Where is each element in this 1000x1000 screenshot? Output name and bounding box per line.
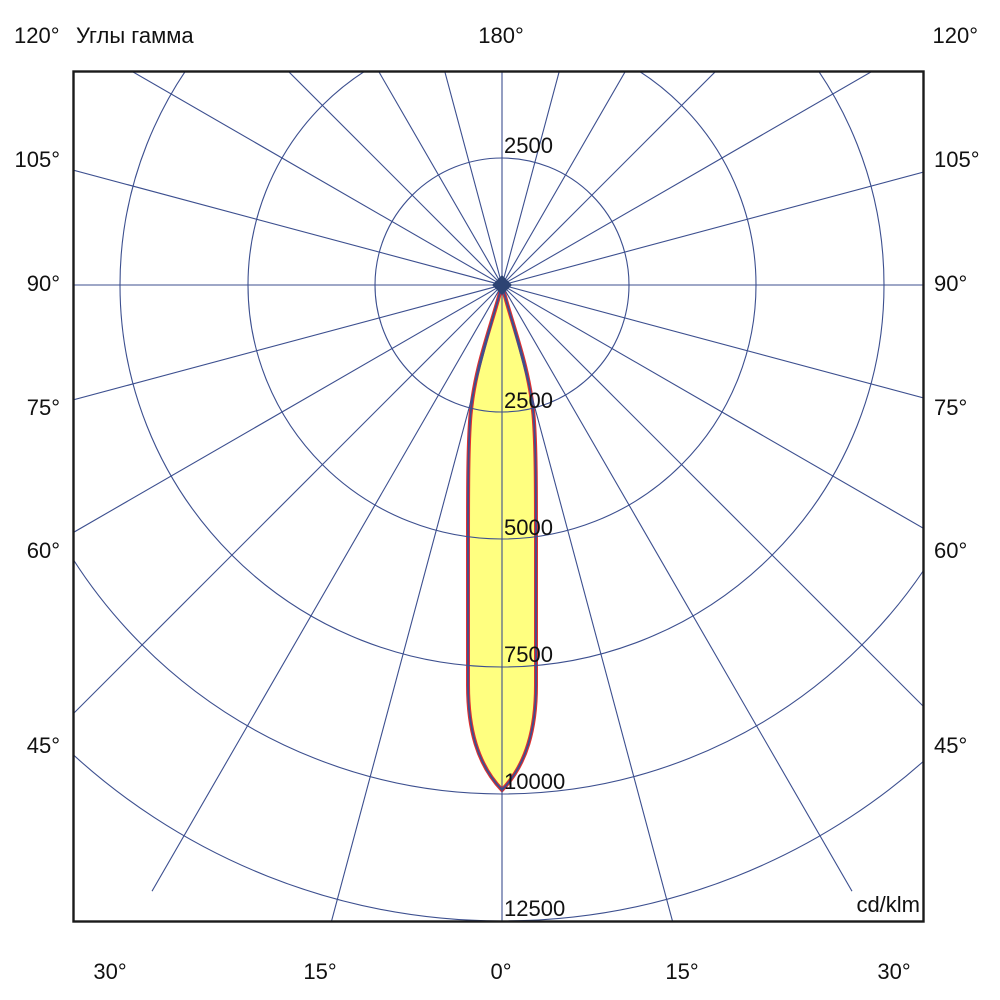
angle-label-left-90: 90° — [26, 271, 60, 296]
ring-label-2500: 2500 — [504, 388, 553, 413]
angle-label-right-75: 75° — [934, 395, 968, 420]
angle-label-bottom-15r: 15° — [665, 959, 699, 984]
ring-label-5000: 5000 — [504, 515, 553, 540]
angle-label-top-left: 120° — [14, 23, 60, 48]
ring-label-10000: 10000 — [504, 769, 566, 794]
angle-label-top-right: 120° — [932, 23, 978, 48]
angle-label-left-105: 105° — [14, 147, 60, 172]
angle-label-top-center: 180° — [478, 23, 524, 48]
ring-label-2500-upper: 2500 — [504, 133, 553, 158]
plot-border — [72, 70, 925, 923]
chart-title: Углы гамма — [76, 23, 194, 48]
center-point — [492, 275, 512, 295]
angle-label-right-60: 60° — [934, 538, 968, 563]
angle-label-left-45: 45° — [26, 733, 60, 758]
angle-label-bottom-0: 0° — [490, 959, 512, 984]
angle-label-bottom-30r: 30° — [877, 959, 911, 984]
ring-label-12500: 12500 — [504, 896, 566, 921]
angle-label-right-45: 45° — [934, 733, 968, 758]
angle-label-right-90: 90° — [934, 271, 968, 296]
angle-label-right-105: 105° — [934, 147, 980, 172]
ring-label-7500: 7500 — [504, 642, 553, 667]
angle-label-bottom-30l: 30° — [93, 959, 127, 984]
angle-label-left-75: 75° — [26, 395, 60, 420]
angle-label-left-60: 60° — [26, 538, 60, 563]
angle-label-bottom-15l: 15° — [303, 959, 337, 984]
unit-label: cd/klm — [856, 892, 920, 917]
